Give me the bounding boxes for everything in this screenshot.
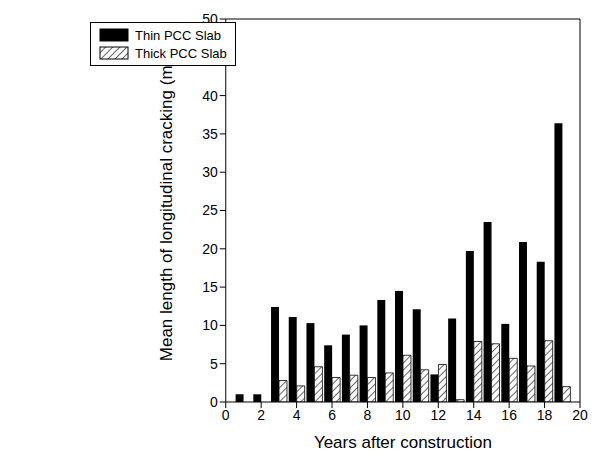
svg-text:8: 8 <box>364 407 372 423</box>
svg-text:6: 6 <box>328 407 336 423</box>
svg-text:16: 16 <box>501 407 517 423</box>
svg-text:40: 40 <box>202 88 218 104</box>
svg-text:12: 12 <box>431 407 447 423</box>
svg-text:10: 10 <box>395 407 411 423</box>
svg-text:25: 25 <box>202 202 218 218</box>
svg-text:20: 20 <box>202 241 218 257</box>
svg-text:0: 0 <box>210 394 218 410</box>
svg-text:20: 20 <box>572 407 588 423</box>
svg-text:30: 30 <box>202 164 218 180</box>
svg-text:18: 18 <box>537 407 553 423</box>
svg-text:Mean length of longitudinal cr: Mean length of longitudinal cracking (m) <box>157 60 176 361</box>
svg-text:Years after construction: Years after construction <box>314 433 492 452</box>
svg-text:5: 5 <box>210 356 218 372</box>
svg-text:14: 14 <box>466 407 482 423</box>
svg-text:35: 35 <box>202 126 218 142</box>
svg-text:15: 15 <box>202 279 218 295</box>
svg-text:10: 10 <box>202 317 218 333</box>
svg-text:45: 45 <box>202 49 218 65</box>
svg-text:50: 50 <box>202 11 218 27</box>
svg-text:2: 2 <box>257 407 265 423</box>
svg-text:4: 4 <box>293 407 301 423</box>
svg-text:0: 0 <box>222 407 230 423</box>
